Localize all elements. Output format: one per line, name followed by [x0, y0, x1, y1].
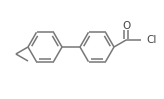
Text: Cl: Cl [146, 35, 156, 45]
Text: O: O [122, 20, 130, 30]
